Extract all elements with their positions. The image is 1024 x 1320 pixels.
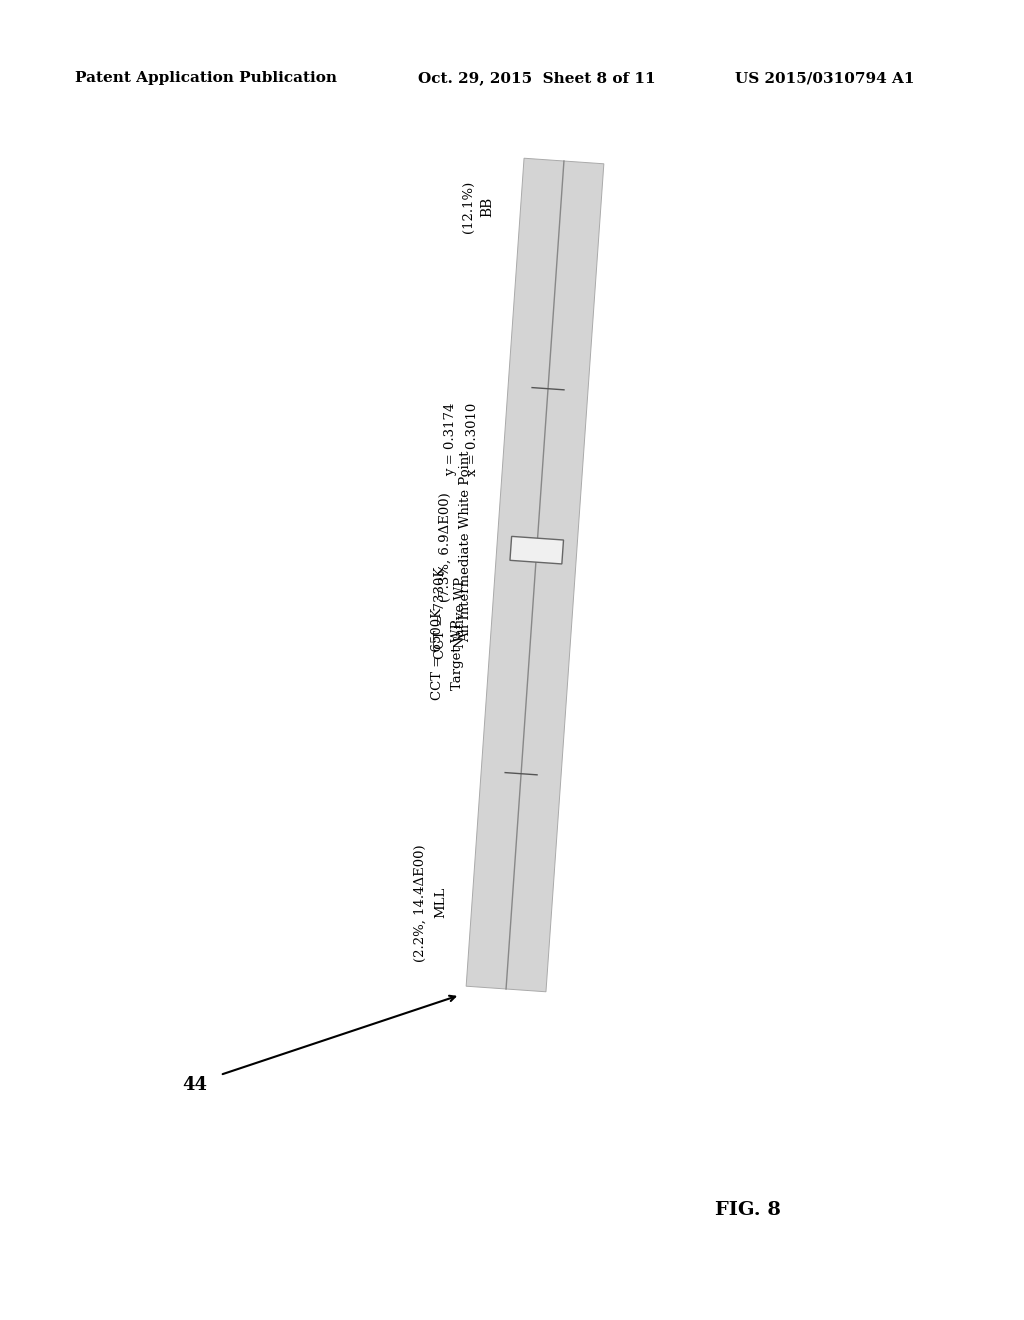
Text: MLL: MLL: [434, 887, 446, 919]
Text: (2.2%, 14.4ΔE00): (2.2%, 14.4ΔE00): [414, 843, 427, 961]
Text: Patent Application Publication: Patent Application Publication: [75, 71, 337, 84]
Text: y = 0.3174: y = 0.3174: [444, 403, 458, 475]
Polygon shape: [466, 158, 604, 991]
Text: (12.1%): (12.1%): [462, 181, 474, 234]
Text: (7.3%, 6.9ΔE00): (7.3%, 6.9ΔE00): [439, 492, 452, 602]
Text: 44: 44: [182, 1076, 208, 1094]
Text: FIG. 8: FIG. 8: [715, 1201, 781, 1218]
Text: Native WP: Native WP: [455, 577, 467, 648]
Text: An Intermediate White Point: An Intermediate White Point: [459, 451, 472, 643]
Text: BB: BB: [480, 197, 495, 218]
Text: CCT = 6500K: CCT = 6500K: [431, 609, 444, 701]
Polygon shape: [510, 536, 563, 564]
Text: US 2015/0310794 A1: US 2015/0310794 A1: [735, 71, 914, 84]
Text: Oct. 29, 2015  Sheet 8 of 11: Oct. 29, 2015 Sheet 8 of 11: [418, 71, 655, 84]
Text: Target WP: Target WP: [452, 619, 464, 689]
Text: CCT = 7330K: CCT = 7330K: [434, 566, 447, 659]
Text: x = 0.3010: x = 0.3010: [466, 403, 479, 475]
